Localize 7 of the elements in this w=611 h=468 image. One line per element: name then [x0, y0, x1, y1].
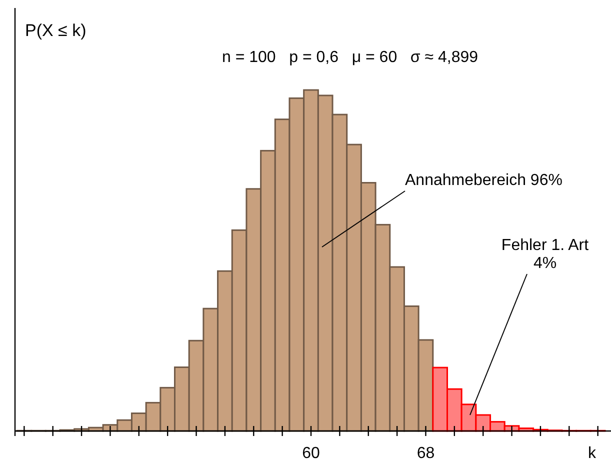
x-tick-label: 68	[416, 445, 435, 462]
annotation: Fehler 1. Art 4%	[501, 237, 590, 272]
y-axis-title: P(X ≤ k)	[25, 21, 86, 40]
x-tick-label: 60	[302, 445, 320, 462]
chart-subtitle: n = 100 p = 0,6 μ = 60 σ ≈ 4,899	[222, 49, 478, 66]
x-axis-title: k	[588, 445, 597, 462]
annotation: Annahmebereich 96%	[405, 172, 562, 189]
